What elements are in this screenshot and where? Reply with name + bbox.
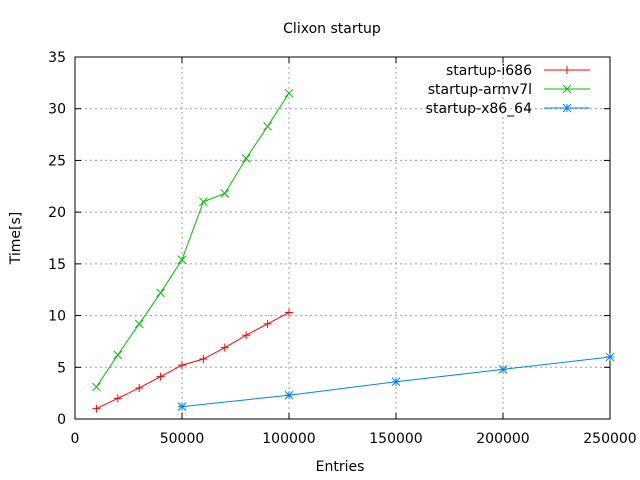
data-point — [263, 121, 272, 131]
x-axis-label: Entries — [316, 459, 365, 475]
data-point — [156, 372, 165, 381]
data-point — [605, 352, 615, 362]
ticks: 0 50000 100000 150000 200000 250000 0 5 10 15 20 25… — [48, 50, 637, 447]
data-point — [92, 382, 101, 392]
x-tick-label: 0 — [71, 431, 80, 447]
data-point — [199, 197, 208, 207]
y-tick-label: 35 — [48, 50, 66, 66]
legend-label: startup-x86_64 — [426, 101, 532, 117]
x-tick-label: 50000 — [160, 431, 205, 447]
data-point — [263, 319, 272, 328]
data-point — [285, 308, 293, 317]
data-point — [563, 66, 571, 74]
y-axis-label: Time[s] — [8, 212, 24, 265]
data-point — [241, 154, 251, 163]
x-tick-label: 250000 — [583, 431, 636, 447]
y-tick-label: 0 — [57, 412, 66, 428]
y-tick-label: 25 — [48, 153, 66, 169]
legend-label: startup-armv7l — [428, 82, 532, 98]
data-point — [220, 189, 230, 198]
data-point — [498, 365, 508, 374]
data-point — [220, 343, 229, 352]
series-line — [96, 312, 290, 410]
data-point — [177, 255, 187, 265]
series-startup-i686 — [92, 308, 293, 413]
data-point — [199, 355, 208, 364]
y-tick-label: 30 — [48, 102, 66, 118]
data-point — [242, 331, 251, 340]
data-point — [177, 402, 187, 411]
legend: startup-i686 startup-armv7l startup-x86_64 — [426, 63, 590, 117]
data-point — [135, 383, 144, 392]
series-group — [92, 88, 615, 413]
data-point — [284, 88, 294, 98]
data-point — [113, 350, 123, 360]
series-startup-x86_64 — [177, 352, 615, 411]
data-point — [284, 390, 294, 400]
data-point — [562, 84, 572, 94]
series-startup-armv7l — [92, 88, 294, 392]
y-tick-label: 20 — [48, 205, 66, 221]
y-tick-label: 15 — [48, 257, 66, 273]
chart-title: Clixon startup — [283, 21, 381, 37]
data-point — [562, 103, 572, 113]
data-point — [391, 377, 401, 387]
data-point — [113, 394, 122, 403]
data-point — [178, 361, 186, 370]
data-point — [92, 404, 101, 413]
y-tick-label: 5 — [57, 360, 66, 376]
y-tick-label: 10 — [48, 309, 66, 325]
x-tick-label: 150000 — [369, 431, 422, 447]
x-tick-label: 100000 — [262, 431, 315, 447]
data-point — [134, 319, 144, 329]
x-tick-label: 200000 — [476, 431, 529, 447]
series-line — [95, 92, 290, 388]
plot-border — [74, 56, 611, 420]
legend-label: startup-i686 — [446, 63, 532, 79]
data-point — [156, 288, 165, 298]
